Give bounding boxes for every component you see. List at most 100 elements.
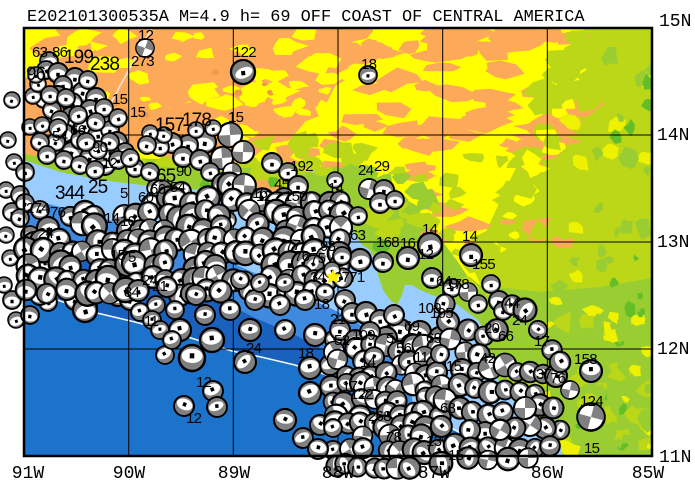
svg-text:85W: 85W [632,464,665,484]
svg-text:15N: 15N [659,12,691,32]
svg-text:24: 24 [358,162,374,179]
svg-text:14N: 14N [657,126,689,146]
svg-text:24: 24 [512,312,528,329]
svg-text:90: 90 [176,163,192,180]
svg-text:12: 12 [102,155,118,172]
svg-text:238: 238 [90,54,119,75]
svg-text:54: 54 [52,128,68,145]
svg-text:15: 15 [130,104,146,121]
svg-text:158: 158 [574,351,597,368]
svg-text:15: 15 [446,358,462,375]
svg-text:21: 21 [152,278,168,295]
svg-text:14: 14 [422,221,438,238]
svg-text:37: 37 [536,366,552,383]
svg-text:15: 15 [110,247,126,264]
svg-text:15: 15 [584,440,600,457]
svg-text:11N: 11N [659,448,691,468]
svg-text:344: 344 [55,183,85,204]
svg-text:12: 12 [418,246,434,263]
svg-text:52: 52 [334,332,350,349]
svg-text:20: 20 [484,320,500,337]
svg-text:199: 199 [64,47,93,68]
svg-text:98: 98 [320,238,336,255]
svg-text:155: 155 [472,256,495,273]
svg-text:14: 14 [360,354,376,371]
svg-text:24: 24 [142,272,158,289]
svg-text:12: 12 [186,410,202,427]
svg-text:96: 96 [26,64,46,85]
svg-text:45: 45 [274,176,290,193]
svg-text:150: 150 [284,188,307,205]
svg-text:274: 274 [26,200,49,217]
svg-text:86: 86 [52,44,68,61]
svg-text:109: 109 [352,327,375,344]
svg-text:268: 268 [368,408,391,425]
svg-text:65: 65 [156,166,176,187]
svg-text:12: 12 [256,188,272,205]
svg-text:24: 24 [38,225,54,242]
svg-text:18: 18 [361,56,377,73]
svg-text:178: 178 [182,110,211,131]
svg-text:21: 21 [330,311,346,328]
svg-text:24: 24 [246,340,262,357]
svg-text:109: 109 [418,300,441,317]
svg-text:77: 77 [285,237,301,254]
svg-text:29: 29 [374,158,390,175]
svg-text:E202101300535A M=4.9 h= 69 OFF: E202101300535A M=4.9 h= 69 OFF COAST OF … [27,8,585,27]
svg-text:44: 44 [504,295,520,312]
svg-text:12: 12 [138,27,154,44]
svg-text:25: 25 [88,177,108,198]
svg-text:273: 273 [131,53,154,70]
svg-text:87W: 87W [418,464,451,484]
svg-text:69: 69 [404,318,420,335]
svg-text:10: 10 [120,213,136,230]
svg-text:66: 66 [498,328,514,345]
svg-text:5: 5 [120,185,128,202]
svg-text:42: 42 [480,350,496,367]
svg-text:66: 66 [70,122,86,139]
svg-text:122: 122 [350,386,373,403]
svg-text:56: 56 [396,340,412,357]
svg-text:17: 17 [534,333,550,350]
svg-text:5: 5 [386,330,394,347]
svg-text:13: 13 [426,433,442,450]
svg-text:105: 105 [430,305,453,322]
svg-text:178: 178 [446,276,469,293]
svg-text:11: 11 [414,349,429,366]
svg-text:90: 90 [92,139,108,156]
svg-text:16: 16 [252,185,268,202]
svg-text:122: 122 [233,44,256,61]
svg-text:192: 192 [290,158,313,175]
svg-text:66: 66 [150,181,166,198]
svg-text:11: 11 [144,313,159,330]
svg-text:34: 34 [124,284,140,301]
svg-text:157: 157 [155,115,184,136]
svg-text:91W: 91W [12,464,45,484]
svg-text:69: 69 [426,330,442,347]
svg-text:63: 63 [350,227,366,244]
svg-text:86W: 86W [531,464,564,484]
svg-text:16: 16 [400,235,416,252]
svg-text:60: 60 [138,189,154,206]
svg-text:15: 15 [112,91,128,108]
svg-text:34: 34 [310,269,326,286]
svg-text:14: 14 [104,210,120,227]
svg-text:54: 54 [170,179,186,196]
svg-text:63: 63 [32,44,48,61]
svg-text:18: 18 [314,296,330,313]
svg-text:124: 124 [580,393,603,410]
svg-text:89W: 89W [218,464,251,484]
svg-text:14: 14 [462,228,478,245]
svg-text:9: 9 [450,275,458,292]
svg-text:75: 75 [310,250,326,267]
svg-text:76: 76 [50,204,66,221]
svg-text:17: 17 [342,378,358,395]
svg-text:64: 64 [436,273,452,290]
svg-text:88W: 88W [322,464,355,484]
svg-text:76: 76 [294,248,310,265]
svg-text:13N: 13N [657,233,689,253]
svg-text:68: 68 [440,400,456,417]
svg-text:12: 12 [196,374,212,391]
svg-text:18: 18 [298,345,314,362]
svg-text:12N: 12N [657,340,689,360]
